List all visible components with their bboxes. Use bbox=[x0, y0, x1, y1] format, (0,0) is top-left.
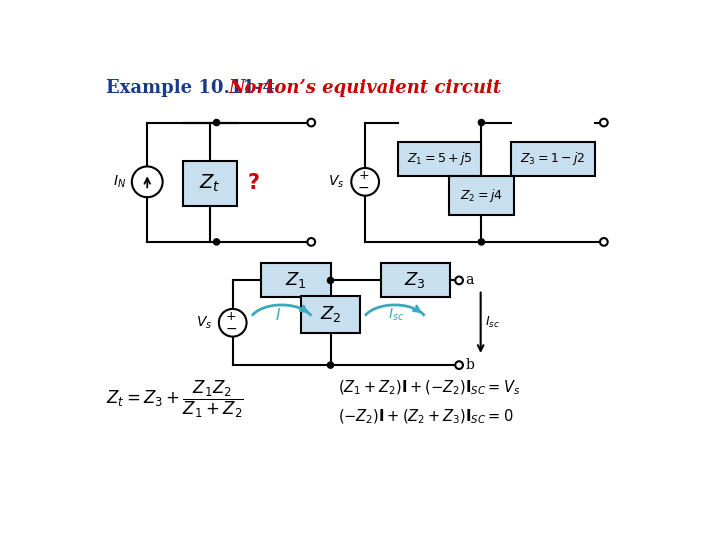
Text: $Z_2$: $Z_2$ bbox=[320, 304, 341, 325]
Text: $I$: $I$ bbox=[275, 307, 281, 323]
Circle shape bbox=[600, 238, 608, 246]
Text: Example 10.11-4: Example 10.11-4 bbox=[106, 79, 274, 97]
Text: +: + bbox=[359, 169, 369, 182]
Text: a: a bbox=[465, 273, 474, 287]
Circle shape bbox=[307, 238, 315, 246]
Text: $Z_1$: $Z_1$ bbox=[285, 271, 307, 291]
FancyBboxPatch shape bbox=[381, 264, 450, 298]
Circle shape bbox=[478, 119, 485, 126]
Circle shape bbox=[455, 276, 463, 284]
Text: $Z_2 = j4$: $Z_2 = j4$ bbox=[460, 187, 503, 204]
Text: $(-Z_2)\mathbf{I} + (Z_2 + Z_3)\mathbf{I}_{SC} = 0$: $(-Z_2)\mathbf{I} + (Z_2 + Z_3)\mathbf{I… bbox=[338, 408, 513, 426]
Text: b: b bbox=[465, 358, 474, 372]
FancyBboxPatch shape bbox=[301, 296, 360, 333]
FancyBboxPatch shape bbox=[398, 142, 482, 176]
Text: $I_{sc}$: $I_{sc}$ bbox=[388, 307, 405, 323]
Text: +: + bbox=[226, 310, 236, 323]
FancyBboxPatch shape bbox=[511, 142, 595, 176]
FancyBboxPatch shape bbox=[449, 177, 514, 215]
Text: $V_s$: $V_s$ bbox=[328, 174, 344, 190]
Text: $Z_3 = 1 - j2$: $Z_3 = 1 - j2$ bbox=[521, 150, 586, 167]
Text: ?: ? bbox=[248, 173, 260, 193]
Text: $I_{sc}$: $I_{sc}$ bbox=[485, 315, 500, 330]
Text: $(Z_1 + Z_2)\mathbf{I} + (-Z_2)\mathbf{I}_{SC} = V_s$: $(Z_1 + Z_2)\mathbf{I} + (-Z_2)\mathbf{I… bbox=[338, 379, 521, 397]
FancyBboxPatch shape bbox=[261, 264, 330, 298]
Circle shape bbox=[328, 362, 333, 368]
Text: $Z_t = Z_3 + \dfrac{Z_1 Z_2}{Z_1 + Z_2}$: $Z_t = Z_3 + \dfrac{Z_1 Z_2}{Z_1 + Z_2}$ bbox=[106, 379, 243, 420]
Circle shape bbox=[455, 361, 463, 369]
Circle shape bbox=[213, 239, 220, 245]
Text: $Z_3$: $Z_3$ bbox=[405, 271, 426, 291]
Circle shape bbox=[478, 239, 485, 245]
Circle shape bbox=[307, 119, 315, 126]
Circle shape bbox=[213, 119, 220, 126]
Text: $I_N$: $I_N$ bbox=[112, 174, 126, 190]
Text: $Z_1 = 5 + j5$: $Z_1 = 5 + j5$ bbox=[407, 150, 473, 167]
Circle shape bbox=[600, 119, 608, 126]
Text: −: − bbox=[225, 322, 237, 336]
Text: $V_s$: $V_s$ bbox=[196, 314, 212, 331]
Text: Norton’s equivalent circuit: Norton’s equivalent circuit bbox=[229, 79, 502, 97]
FancyBboxPatch shape bbox=[183, 161, 237, 206]
Circle shape bbox=[328, 278, 333, 284]
Text: −: − bbox=[358, 181, 369, 195]
Text: $Z_t$: $Z_t$ bbox=[199, 173, 220, 194]
